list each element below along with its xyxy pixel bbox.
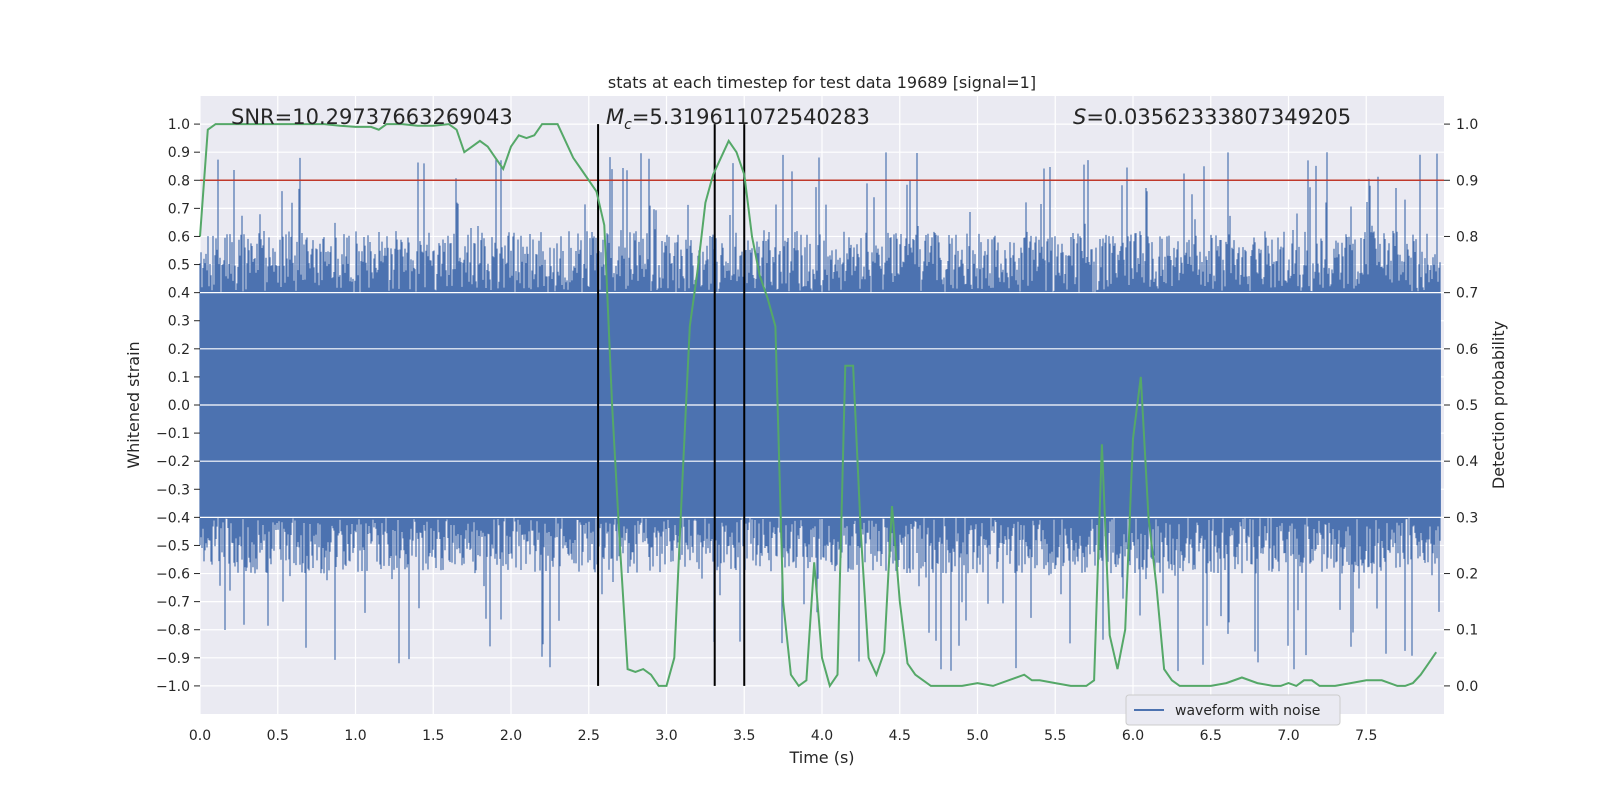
- probability-series: [199, 123, 1438, 689]
- x-tick-label: 4.0: [811, 728, 833, 744]
- y-tick-label-left: 0.2: [168, 342, 190, 358]
- y-axis-label-left: Whitened strain: [124, 341, 143, 468]
- x-tick-label: 1.0: [344, 728, 366, 744]
- y-tick-label-right: 0.1: [1456, 623, 1478, 639]
- y-tick-label-right: 1.0: [1456, 117, 1478, 133]
- x-tick-label: 1.5: [422, 728, 444, 744]
- y-tick-label-right: 0.2: [1456, 567, 1478, 583]
- y-tick-label-left: 0.3: [168, 314, 190, 330]
- y-tick-label-left: 0.0: [168, 398, 190, 414]
- x-tick-label: 7.5: [1355, 728, 1377, 744]
- probability-line: [199, 123, 1438, 689]
- y-tick-label-right: 0.0: [1456, 679, 1478, 695]
- y-tick-label-left: 0.7: [168, 201, 190, 217]
- legend-label: waveform with noise: [1175, 703, 1320, 719]
- y-tick-label-left: 1.0: [168, 117, 190, 133]
- mc-subscript: c: [624, 117, 632, 133]
- marker-lines: [597, 124, 746, 686]
- x-tick-label: 5.5: [1044, 728, 1066, 744]
- y-tick-label-right: 0.6: [1456, 342, 1478, 358]
- x-tick-label: 5.0: [966, 728, 988, 744]
- y-tick-label-left: 0.4: [168, 286, 190, 302]
- y-tick-label-left: 0.6: [168, 229, 190, 245]
- x-axis-label: Time (s): [788, 748, 854, 767]
- legend: waveform with noise: [1125, 694, 1341, 726]
- x-tick-label: 6.5: [1200, 728, 1222, 744]
- y-tick-label-left: −0.9: [156, 651, 190, 667]
- mc-value: =5.319611072540283: [632, 105, 870, 129]
- y-tick-label-right: 0.8: [1456, 229, 1478, 245]
- s-annotation: S=0.03562333807349205: [1073, 105, 1351, 129]
- y-axis-label-right: Detection probability: [1489, 321, 1508, 489]
- y-tick-label-left: −0.6: [156, 567, 190, 583]
- s-value: =0.03562333807349205: [1086, 105, 1351, 129]
- s-symbol: S: [1073, 105, 1086, 129]
- y-tick-label-right: 0.7: [1456, 286, 1478, 302]
- y-tick-label-left: 0.1: [168, 370, 190, 386]
- x-tick-label: 3.0: [655, 728, 677, 744]
- waveform-series: [199, 152, 1444, 672]
- y-tick-label-left: −0.7: [156, 595, 190, 611]
- y-tick-label-left: −1.0: [156, 679, 190, 695]
- legend-box: [1125, 694, 1341, 726]
- x-tick-label: 6.0: [1122, 728, 1144, 744]
- x-tick-label: 0.5: [267, 728, 289, 744]
- x-tick-label: 3.5: [733, 728, 755, 744]
- y-tick-label-left: −0.8: [156, 623, 190, 639]
- tick-labels: 0.0 0.5 1.0 1.5 2.0 2.5 3.0 3.5 4.0 4.5 5.0 5.5 6.0 6…: [156, 117, 1478, 744]
- y-tick-label-left: −0.4: [156, 510, 190, 526]
- y-tick-label-right: 0.3: [1456, 510, 1478, 526]
- chart-title: stats at each timestep for test data 196…: [608, 73, 1036, 92]
- y-tick-label-left: 0.8: [168, 173, 190, 189]
- y-tick-label-right: 0.9: [1456, 173, 1478, 189]
- snr-annotation: SNR=10.29737663269043: [231, 105, 513, 129]
- y-tick-label-right: 0.4: [1456, 454, 1478, 470]
- y-tick-label-right: 0.5: [1456, 398, 1478, 414]
- y-tick-label-left: −0.1: [156, 426, 190, 442]
- mc-symbol: M: [606, 105, 624, 129]
- x-tick-label: 0.0: [189, 728, 211, 744]
- y-tick-label-left: 0.5: [168, 258, 190, 274]
- y-tick-label-left: −0.5: [156, 538, 190, 554]
- x-tick-label: 2.5: [578, 728, 600, 744]
- x-tick-label: 7.0: [1277, 728, 1299, 744]
- mc-annotation: Mc=5.319611072540283: [606, 105, 870, 133]
- y-tick-label-left: −0.2: [156, 454, 190, 470]
- x-tick-label: 2.0: [500, 728, 522, 744]
- y-tick-label-left: −0.3: [156, 482, 190, 498]
- y-tick-label-left: 0.9: [168, 145, 190, 161]
- x-tick-label: 4.5: [889, 728, 911, 744]
